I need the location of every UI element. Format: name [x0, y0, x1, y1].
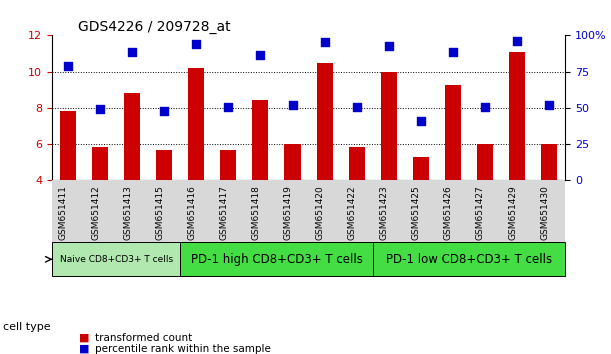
Bar — [156, 149, 172, 180]
Point — [63, 63, 73, 69]
Bar — [221, 150, 236, 180]
Point — [288, 102, 298, 108]
Text: Naive CD8+CD3+ T cells: Naive CD8+CD3+ T cells — [59, 255, 173, 264]
Text: GSM651422: GSM651422 — [348, 185, 357, 240]
Point — [159, 109, 169, 114]
Text: GSM651418: GSM651418 — [252, 185, 260, 240]
Bar — [541, 144, 557, 180]
Text: GSM651417: GSM651417 — [219, 185, 229, 240]
Bar — [509, 52, 525, 180]
Text: GSM651426: GSM651426 — [444, 185, 453, 240]
Point — [352, 104, 362, 110]
Bar — [285, 144, 301, 180]
Point — [544, 102, 554, 108]
Bar — [381, 72, 397, 180]
Text: GSM651420: GSM651420 — [316, 185, 324, 240]
Bar — [52, 242, 180, 276]
Bar — [413, 157, 429, 180]
Point — [480, 104, 490, 110]
Point — [95, 106, 105, 112]
Text: ■: ■ — [79, 333, 90, 343]
Bar — [316, 63, 332, 180]
Point — [191, 41, 201, 46]
Point — [224, 104, 233, 110]
Text: GSM651419: GSM651419 — [284, 185, 293, 240]
Bar — [92, 147, 108, 180]
Text: cell type: cell type — [3, 322, 51, 332]
Text: PD-1 low CD8+CD3+ T cells: PD-1 low CD8+CD3+ T cells — [386, 253, 552, 266]
Text: ■: ■ — [79, 344, 90, 354]
Text: GSM651430: GSM651430 — [540, 185, 549, 240]
Text: GSM651412: GSM651412 — [91, 185, 100, 240]
Text: GSM651423: GSM651423 — [380, 185, 389, 240]
Point — [384, 44, 393, 49]
Bar — [252, 100, 268, 180]
Bar — [445, 85, 461, 180]
Point — [416, 118, 426, 124]
Text: PD-1 high CD8+CD3+ T cells: PD-1 high CD8+CD3+ T cells — [191, 253, 362, 266]
Bar — [477, 144, 493, 180]
Text: GDS4226 / 209728_at: GDS4226 / 209728_at — [78, 21, 230, 34]
Bar — [60, 112, 76, 180]
Text: GSM651425: GSM651425 — [412, 185, 421, 240]
Point — [255, 52, 265, 58]
Bar — [180, 242, 373, 276]
Point — [512, 38, 522, 44]
Bar — [188, 68, 204, 180]
Text: GSM651429: GSM651429 — [508, 185, 517, 240]
Bar — [124, 93, 140, 180]
Bar — [349, 147, 365, 180]
Point — [448, 49, 458, 55]
Text: GSM651415: GSM651415 — [155, 185, 164, 240]
Text: GSM651427: GSM651427 — [476, 185, 485, 240]
Point — [320, 39, 329, 45]
Text: percentile rank within the sample: percentile rank within the sample — [95, 344, 271, 354]
Text: transformed count: transformed count — [95, 333, 192, 343]
Point — [127, 49, 137, 55]
Text: GSM651413: GSM651413 — [123, 185, 132, 240]
Text: GSM651411: GSM651411 — [59, 185, 68, 240]
Bar — [373, 242, 565, 276]
Text: GSM651416: GSM651416 — [188, 185, 196, 240]
